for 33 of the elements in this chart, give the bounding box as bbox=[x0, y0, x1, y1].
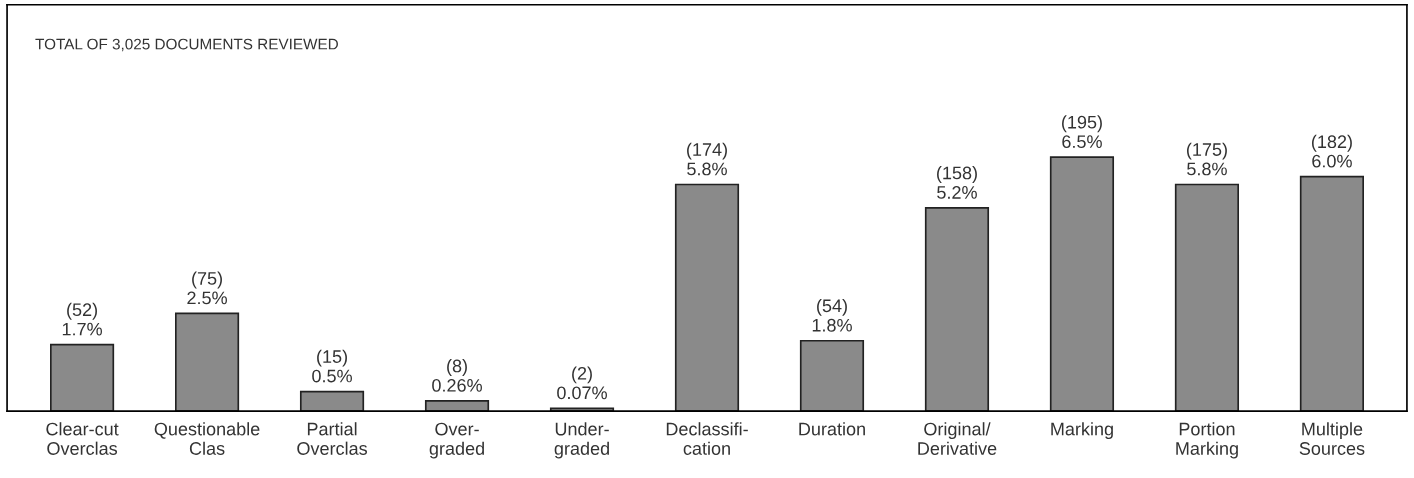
x-tick-label: Multiple Sources bbox=[1299, 422, 1365, 455]
data-label: (174) 5.8% bbox=[687, 142, 727, 176]
chart-title: TOTAL OF 3,025 DOCUMENTS REVIEWED bbox=[35, 38, 338, 52]
bar bbox=[299, 390, 365, 412]
x-tick-label: Partial Overclas bbox=[297, 422, 367, 455]
x-tick-label: Marking bbox=[1051, 422, 1113, 440]
bar bbox=[424, 400, 490, 412]
bar bbox=[799, 339, 865, 412]
x-tick-label: Duration bbox=[799, 422, 865, 436]
x-tick-label: Portion Marking bbox=[1176, 422, 1238, 459]
data-label: (195) 6.5% bbox=[1062, 115, 1102, 149]
x-tick-label: Clear-cut Overclas bbox=[46, 422, 119, 455]
data-label: (15) 0.5% bbox=[312, 349, 352, 383]
data-label: (54) 1.8% bbox=[812, 298, 852, 332]
bar bbox=[1174, 183, 1240, 412]
x-tick-label: Over- graded bbox=[429, 422, 484, 459]
bar bbox=[1299, 175, 1365, 412]
bar bbox=[924, 207, 990, 412]
data-label: (52) 1.7% bbox=[62, 302, 102, 336]
x-tick-label: Under- graded bbox=[554, 422, 609, 459]
data-label: (75) 2.5% bbox=[187, 271, 227, 305]
bar bbox=[174, 312, 240, 412]
bar bbox=[49, 343, 115, 412]
bar bbox=[674, 183, 740, 412]
data-label: (8) 0.26% bbox=[432, 359, 482, 392]
data-label: (158) 5.2% bbox=[937, 166, 977, 199]
x-tick-label: Declassifi- cation bbox=[666, 422, 748, 455]
x-tick-label: Original/ Derivative bbox=[918, 422, 997, 455]
data-label: (2) 0.07% bbox=[557, 366, 607, 400]
x-tick-label: Questionable Clas bbox=[154, 422, 260, 455]
data-label: (175) 5.8% bbox=[1187, 142, 1227, 176]
data-label: (182) 6.0% bbox=[1311, 134, 1352, 168]
bar bbox=[1049, 156, 1115, 412]
